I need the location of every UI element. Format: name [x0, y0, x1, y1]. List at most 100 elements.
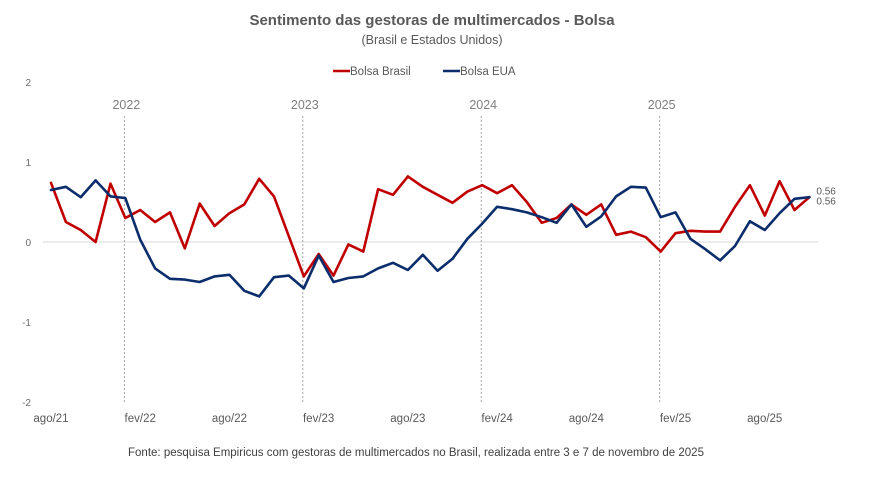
x-tick-label: ago/22 — [212, 413, 247, 425]
data-point — [496, 192, 498, 194]
data-point — [80, 229, 82, 231]
data-point — [199, 202, 201, 204]
source-note: Fonte: pesquisa Empiricus com gestoras d… — [128, 447, 704, 459]
data-point — [228, 274, 230, 276]
year-label: 2025 — [648, 98, 676, 112]
data-point — [377, 267, 379, 269]
x-tick-label: ago/23 — [390, 413, 425, 425]
data-point — [541, 216, 543, 218]
data-point — [303, 275, 305, 277]
data-point — [154, 267, 156, 269]
data-point — [109, 182, 111, 184]
data-point — [704, 248, 706, 250]
data-point — [674, 232, 676, 234]
data-point — [660, 250, 662, 252]
data-point — [243, 290, 245, 292]
legend-item-bolsa-eua[interactable]: Bolsa EUA — [443, 66, 516, 78]
data-point — [362, 275, 364, 277]
data-point — [94, 241, 96, 243]
data-point — [511, 208, 513, 210]
year-label: 2024 — [469, 98, 497, 112]
data-point — [466, 238, 468, 240]
data-point — [258, 295, 260, 297]
x-tick-label: fev/25 — [660, 413, 691, 425]
legend-label-bolsa-brasil: Bolsa Brasil — [350, 66, 411, 78]
x-tick-label: fev/23 — [303, 413, 334, 425]
data-point — [347, 243, 349, 245]
data-point — [674, 211, 676, 213]
x-tick-label: ago/25 — [747, 413, 782, 425]
x-axis: ago/21 fev/22 ago/22 fev/23 ago/23 fev/24 ago/… — [33, 413, 782, 425]
data-point — [422, 186, 424, 188]
last-value-label: 0.56 — [816, 187, 836, 198]
data-point — [377, 188, 379, 190]
data-point — [764, 229, 766, 231]
data-point — [332, 274, 334, 276]
y-tick-label: -1 — [22, 318, 31, 329]
data-point — [169, 211, 171, 213]
data-point — [273, 276, 275, 278]
data-point — [362, 250, 364, 252]
data-point — [719, 259, 721, 261]
x-tick-label: fev/22 — [125, 413, 156, 425]
y-tick-label: 0 — [25, 238, 31, 249]
data-point — [585, 226, 587, 228]
data-point — [793, 198, 795, 200]
data-point — [50, 189, 52, 191]
data-point — [660, 216, 662, 218]
data-point — [734, 245, 736, 247]
data-point — [139, 238, 141, 240]
data-point — [228, 212, 230, 214]
data-point — [585, 214, 587, 216]
data-point — [555, 217, 557, 219]
series-lines — [49, 175, 811, 298]
data-point — [734, 206, 736, 208]
data-point — [213, 225, 215, 227]
y-tick-label: -2 — [22, 398, 31, 409]
data-point — [318, 254, 320, 256]
legend-item-bolsa-brasil[interactable]: Bolsa Brasil — [333, 66, 411, 78]
data-point — [199, 281, 201, 283]
data-point — [65, 221, 67, 223]
data-point — [526, 201, 528, 203]
year-label: 2023 — [291, 98, 319, 112]
data-point — [541, 222, 543, 224]
data-point — [50, 182, 52, 184]
data-point — [645, 236, 647, 238]
data-point — [169, 278, 171, 280]
x-tick-label: ago/21 — [33, 413, 68, 425]
x-tick-label: fev/24 — [481, 413, 513, 425]
data-point — [778, 212, 780, 214]
data-point — [436, 194, 438, 196]
data-point — [436, 270, 438, 272]
data-point — [526, 211, 528, 213]
data-point — [451, 202, 453, 204]
data-point — [555, 222, 557, 224]
y-axis: 2 1 0 -1 -2 — [22, 78, 31, 409]
legend-label-bolsa-eua: Bolsa EUA — [460, 66, 516, 78]
data-point — [808, 196, 810, 198]
data-point — [511, 184, 513, 186]
data-point — [243, 203, 245, 205]
data-point — [570, 203, 572, 205]
data-point — [154, 221, 156, 223]
data-point — [65, 186, 67, 188]
data-point — [124, 197, 126, 199]
data-point — [481, 222, 483, 224]
data-point — [704, 230, 706, 232]
data-point — [481, 184, 483, 186]
data-point — [615, 234, 617, 236]
year-label: 2022 — [112, 98, 140, 112]
data-point — [615, 195, 617, 197]
y-tick-label: 2 — [25, 78, 31, 89]
series-line-bolsa-brasil — [49, 175, 811, 278]
data-point — [422, 254, 424, 256]
data-point — [332, 281, 334, 283]
data-point — [749, 220, 751, 222]
data-point — [80, 196, 82, 198]
legend: Bolsa Brasil Bolsa EUA — [333, 66, 516, 78]
data-point — [630, 230, 632, 232]
data-point — [645, 186, 647, 188]
data-point — [109, 195, 111, 197]
